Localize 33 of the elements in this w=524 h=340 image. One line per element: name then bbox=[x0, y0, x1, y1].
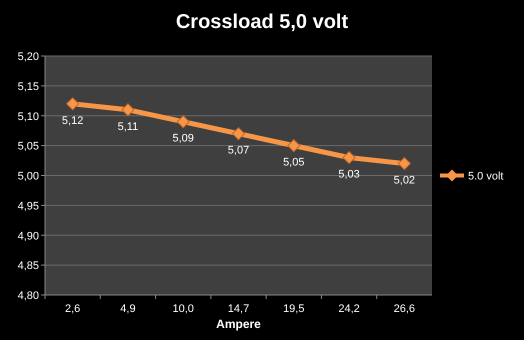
point bbox=[121, 103, 134, 116]
x-tick-label: 24,2 bbox=[338, 303, 360, 315]
point bbox=[287, 139, 300, 152]
data-label: 5,09 bbox=[172, 132, 194, 145]
x-tick-label: 2,6 bbox=[64, 303, 80, 315]
data-label: 5,03 bbox=[338, 168, 360, 181]
data-label: 5,05 bbox=[283, 156, 304, 169]
y-tick-label: 4,85 bbox=[18, 260, 39, 272]
x-tick-label: 4,9 bbox=[120, 303, 136, 315]
y-tick-label: 4,90 bbox=[18, 230, 39, 242]
x-tick-label: 14,7 bbox=[228, 303, 250, 315]
legend-label: 5.0 volt bbox=[468, 170, 504, 182]
data-label: 5,11 bbox=[118, 120, 138, 133]
x-tick-label: 26,6 bbox=[394, 303, 416, 315]
point bbox=[176, 115, 190, 128]
x-tick-label: 19,5 bbox=[283, 303, 304, 315]
chart-title: Crossload 5,0 volt bbox=[176, 11, 348, 33]
data-label: 5,07 bbox=[228, 144, 250, 157]
y-tick-label: 4,80 bbox=[18, 290, 39, 302]
point bbox=[66, 97, 80, 110]
point bbox=[342, 151, 356, 164]
y-tick-label: 5,15 bbox=[18, 80, 39, 93]
y-tick-label: 5,05 bbox=[18, 140, 39, 153]
x-axis-title: Ampere bbox=[216, 317, 262, 331]
x-tick-label: 10,0 bbox=[172, 303, 194, 315]
y-tick-label: 5,00 bbox=[18, 170, 39, 182]
y-tick-label: 4,95 bbox=[18, 200, 39, 212]
point bbox=[232, 127, 245, 140]
point bbox=[398, 157, 411, 170]
y-tick-label: 5,20 bbox=[18, 51, 39, 63]
y-tick-label: 5,10 bbox=[18, 110, 39, 123]
data-label: 5,12 bbox=[62, 114, 84, 127]
data-label: 5,02 bbox=[394, 174, 416, 187]
